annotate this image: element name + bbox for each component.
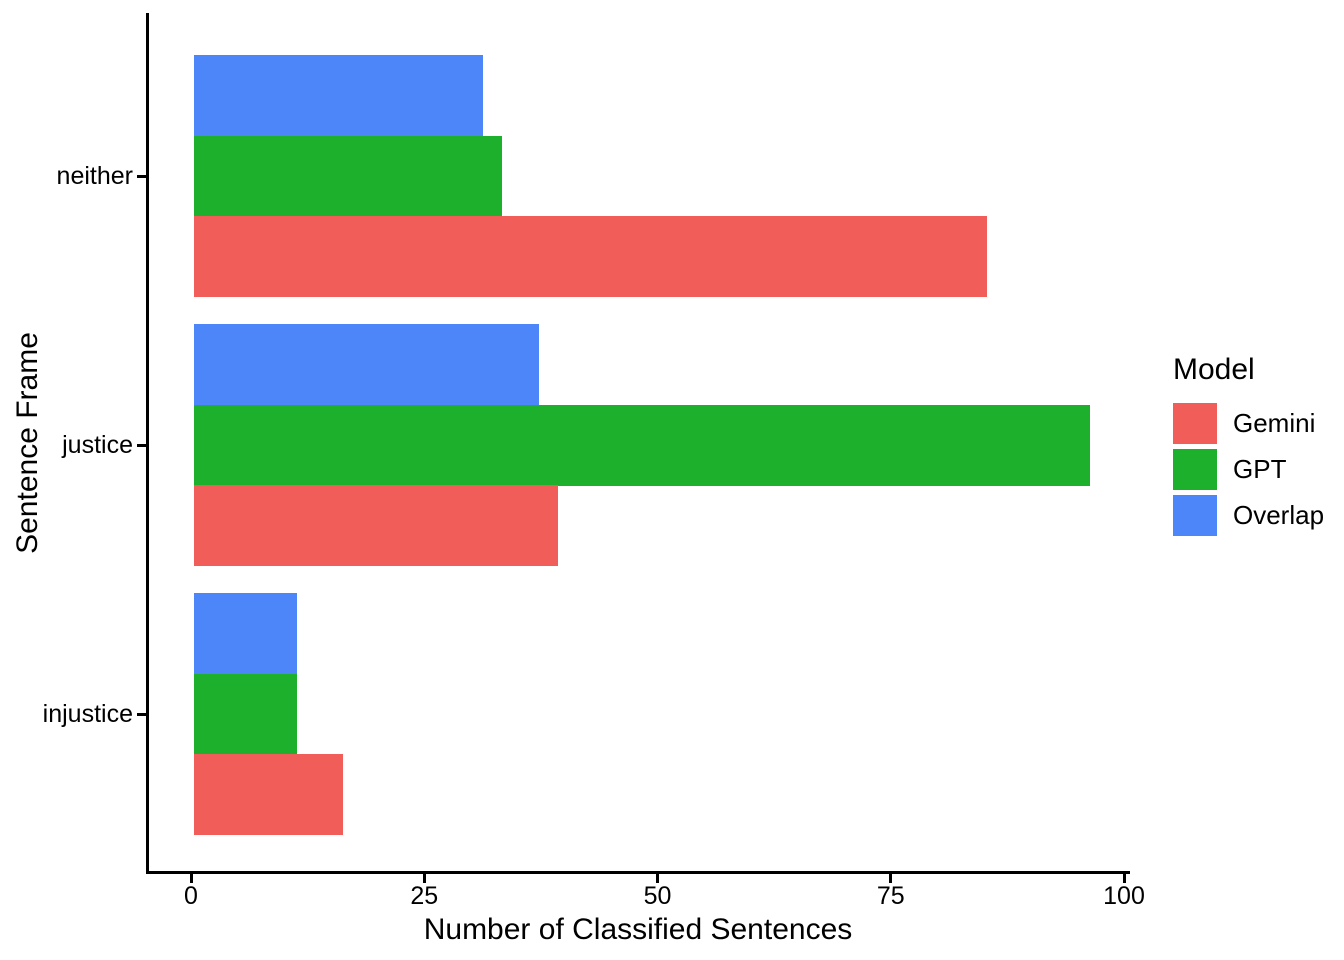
bar-justice-gpt xyxy=(194,405,1090,486)
legend: Model Gemini GPT Overlap xyxy=(1173,353,1343,541)
x-tick-mark-100 xyxy=(1122,874,1126,883)
bar-injustice-gemini xyxy=(194,754,343,835)
legend-item-overlap: Overlap xyxy=(1173,495,1343,536)
x-tick-mark-75 xyxy=(889,874,893,883)
x-axis-title: Number of Classified Sentences xyxy=(423,913,853,946)
bar-injustice-gpt xyxy=(194,674,297,755)
x-tick-mark-25 xyxy=(422,874,426,883)
gpt-color-swatch xyxy=(1173,449,1217,490)
bar-neither-gemini xyxy=(194,216,987,297)
y-cat-label-injustice: injustice xyxy=(42,700,133,728)
bar-neither-gpt xyxy=(194,136,502,217)
x-tick-mark-50 xyxy=(656,874,659,883)
legend-label-gemini: Gemini xyxy=(1233,408,1316,438)
x-tick-label-50: 50 xyxy=(643,882,672,910)
bar-neither-overlap xyxy=(194,55,483,136)
y-cat-label-justice: justice xyxy=(62,431,133,459)
y-tick-mark-neither xyxy=(137,174,146,178)
x-tick-label-100: 100 xyxy=(1103,882,1145,910)
y-tick-mark-justice xyxy=(137,443,146,447)
legend-title: Model xyxy=(1173,353,1255,386)
y-cat-label-neither: neither xyxy=(56,162,133,190)
y-tick-mark-injustice xyxy=(137,712,146,716)
plot-panel xyxy=(146,13,1130,874)
legend-item-gemini: Gemini xyxy=(1173,403,1343,444)
legend-item-gpt: GPT xyxy=(1173,449,1343,490)
legend-label-overlap: Overlap xyxy=(1233,500,1325,530)
x-tick-label-0: 0 xyxy=(184,882,198,910)
bar-justice-overlap xyxy=(194,324,539,405)
y-axis-title: Sentence Frame xyxy=(11,332,44,554)
bar-injustice-overlap xyxy=(194,593,297,674)
x-tick-mark-0 xyxy=(189,874,193,883)
legend-label-gpt: GPT xyxy=(1233,454,1287,484)
bar-justice-gemini xyxy=(194,485,558,566)
gemini-color-swatch xyxy=(1173,403,1217,444)
overlap-color-swatch xyxy=(1173,495,1217,536)
x-tick-label-25: 25 xyxy=(410,882,439,910)
x-tick-label-75: 75 xyxy=(876,882,905,910)
